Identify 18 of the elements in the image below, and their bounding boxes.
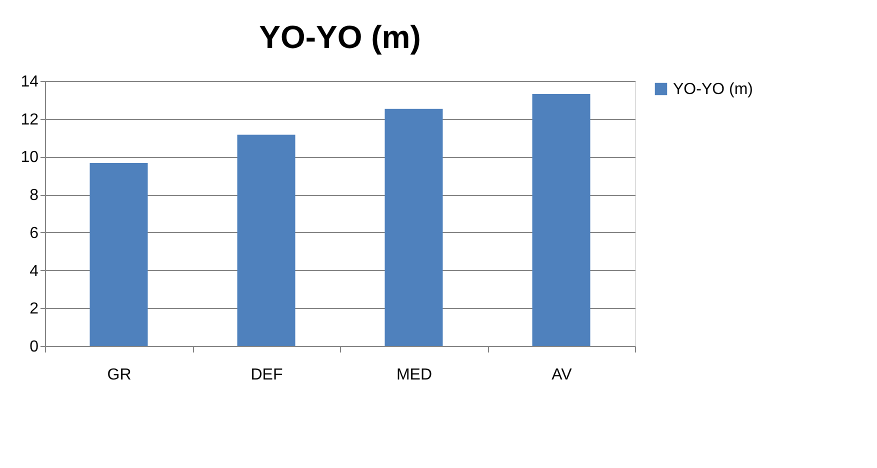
chart-title: YO-YO (m) — [259, 19, 421, 55]
bar — [532, 94, 590, 346]
y-tick-label: 6 — [30, 224, 39, 242]
y-tick-label: 8 — [30, 187, 39, 204]
bar — [237, 134, 296, 346]
x-tick-label: AV — [552, 366, 572, 384]
x-tick-label: DEF — [250, 366, 283, 384]
x-tick-label: GR — [107, 366, 132, 384]
y-tick-label: 0 — [30, 338, 39, 356]
legend-label: YO-YO (m) — [673, 81, 753, 98]
bar — [90, 162, 148, 346]
y-tick-label: 12 — [20, 111, 39, 128]
y-tick-label: 4 — [30, 262, 39, 280]
bar — [384, 108, 443, 346]
y-tick-label: 2 — [30, 300, 39, 318]
y-tick-label: 10 — [20, 149, 39, 166]
y-tick-label: 14 — [20, 74, 39, 90]
x-tick-label: MED — [396, 366, 432, 384]
